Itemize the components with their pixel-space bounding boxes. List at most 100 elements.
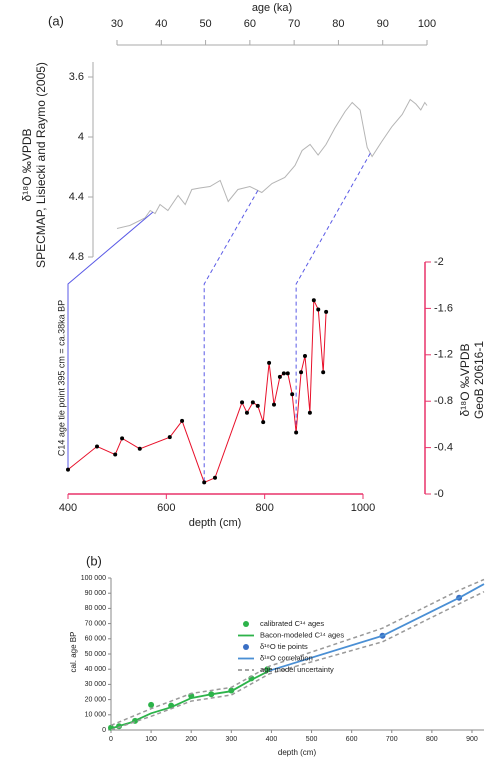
point: [316, 307, 321, 312]
y2-axis-title: δ¹⁸O ‰VPDB: [458, 343, 472, 416]
tie-line: [295, 152, 371, 433]
y2-tick-label: -2: [434, 256, 444, 268]
x-tick-label: 1000: [351, 502, 375, 514]
y-tick-label: 4: [78, 131, 84, 143]
line-series: [110, 669, 270, 730]
point: [307, 410, 312, 415]
x-tick-label: 800: [255, 502, 273, 514]
x-tick-label: 600: [157, 502, 175, 514]
x-axis-title: age (ka): [252, 2, 292, 14]
point: [321, 370, 326, 375]
y-tick-label: 3.6: [69, 71, 84, 83]
x-tick-label: 300: [225, 736, 237, 743]
point: [113, 452, 118, 457]
legend-symbol: [243, 621, 249, 627]
x-tick-label: 80: [332, 18, 344, 30]
x-tick-label: 70: [288, 18, 300, 30]
y-tick-label: 70 000: [85, 620, 107, 627]
x-tick-label: 700: [386, 736, 398, 743]
x-tick-label: 400: [59, 502, 77, 514]
x-tick-label: 0: [109, 736, 113, 743]
point: [180, 418, 185, 423]
y-tick-label: 90 000: [85, 590, 107, 597]
y-tick-label: 0: [102, 727, 106, 734]
point: [299, 370, 304, 375]
point: [255, 403, 260, 408]
point: [281, 371, 286, 376]
y-tick-label: 10 000: [85, 712, 107, 719]
panel-label: (a): [48, 13, 64, 28]
y-tick-label: 30 000: [85, 681, 107, 688]
x-tick-label: 40: [155, 18, 167, 30]
y2-tick-label: -1.6: [434, 302, 453, 314]
y-axis-title: cal. age BP: [69, 632, 78, 673]
point: [167, 435, 172, 440]
x-tick-label: 400: [266, 736, 278, 743]
point: [244, 410, 249, 415]
legend-label: δ¹⁸O tie points: [260, 642, 308, 651]
point: [294, 430, 299, 435]
x-tick-label: 100: [418, 18, 436, 30]
point: [95, 444, 100, 449]
y-tick-label: 80 000: [85, 605, 107, 612]
y-tick-label: 40 000: [85, 666, 107, 673]
uncertainty-line: [110, 591, 485, 731]
y-tick-label: 100 000: [81, 575, 106, 582]
x-tick-label: 60: [244, 18, 256, 30]
panel-label: (b): [86, 553, 102, 568]
point: [120, 436, 125, 441]
point: [240, 400, 245, 405]
point: [250, 400, 255, 405]
point: [66, 467, 70, 472]
x-tick-label: 600: [346, 736, 358, 743]
point: [302, 353, 307, 358]
line-series: [269, 583, 485, 672]
y-tick-label: 4.8: [69, 251, 84, 263]
y-axis-title: δ¹⁸O ‰VPDB: [20, 128, 34, 201]
x-tick-label: 90: [377, 18, 389, 30]
tie-line: [203, 190, 259, 483]
legend-label: δ¹⁸O correlation: [260, 653, 313, 662]
x-tick-label: 900: [466, 736, 478, 743]
point: [285, 371, 290, 376]
y2-tick-label: -0.8: [434, 395, 453, 407]
y-tick-label: 4.4: [69, 191, 84, 203]
y2-tick-label: -1.2: [434, 349, 453, 361]
y2-tick-label: -0.4: [434, 442, 453, 454]
point: [137, 446, 142, 451]
y-tick-label: 50 000: [85, 651, 107, 658]
x-tick-label: 500: [306, 736, 318, 743]
legend-label: Bacon-modeled C¹⁴ ages: [260, 630, 344, 639]
y2-tick-label: -0: [434, 488, 444, 500]
uncertainty-line: [110, 578, 485, 727]
tie-line: [67, 211, 154, 470]
y-tick-label: 20 000: [85, 696, 107, 703]
x-tick-label: 50: [199, 18, 211, 30]
point: [148, 701, 155, 708]
point: [267, 360, 272, 365]
x-tick-label: 800: [426, 736, 438, 743]
annotation: C14 age tie point 395 cm = ca.38ka BP: [56, 300, 66, 456]
legend-label: age model uncertainty: [260, 665, 334, 674]
x-tick-label: 100: [145, 736, 157, 743]
point: [261, 420, 266, 425]
y-tick-label: 60 000: [85, 636, 107, 643]
legend-symbol: [243, 644, 249, 650]
point: [213, 475, 218, 480]
y-axis-title: SPECMAP, Lisiecki and Raymo (2005): [34, 62, 48, 268]
point: [272, 402, 277, 407]
point: [311, 298, 316, 303]
point: [277, 374, 282, 379]
line-series: [116, 98, 428, 229]
line-series: [67, 300, 327, 484]
legend-label: calibrated C¹⁴ ages: [260, 619, 324, 628]
y2-axis-title: GeoB 20616-1: [472, 341, 486, 419]
x-axis-title: depth (cm): [189, 517, 242, 529]
point: [290, 392, 295, 397]
x-tick-label: 30: [111, 18, 123, 30]
point: [202, 480, 207, 485]
x-tick-label: 200: [185, 736, 197, 743]
point: [324, 309, 329, 314]
x-axis-title: depth (cm): [278, 748, 317, 757]
